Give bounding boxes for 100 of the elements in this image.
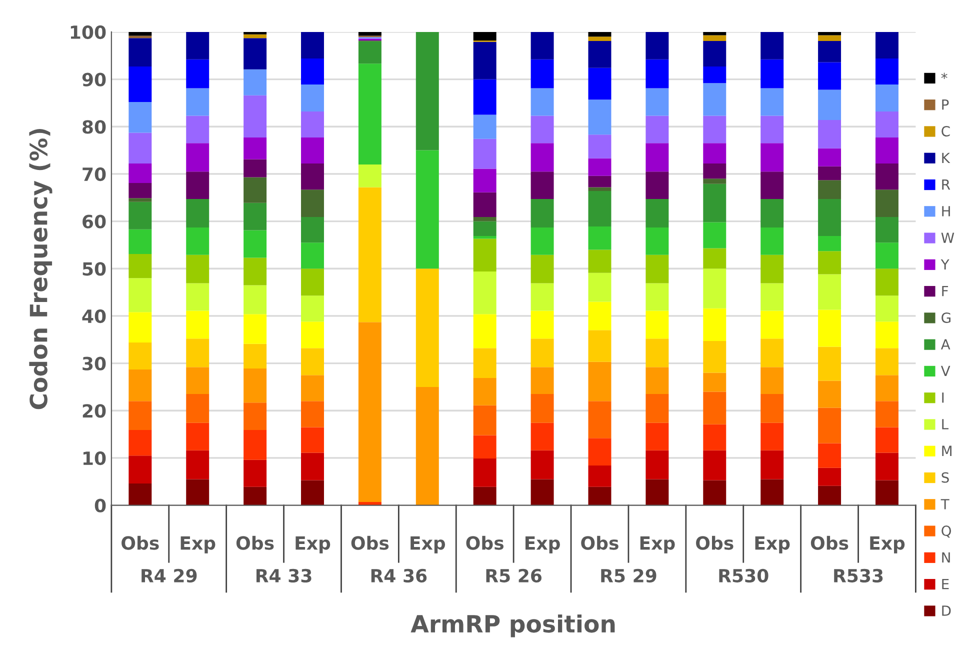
- bar: [875, 401, 898, 428]
- bar: [646, 227, 669, 255]
- bar: [703, 222, 726, 248]
- bar: [875, 190, 898, 218]
- bar: [301, 84, 324, 112]
- x-tick-label: Exp: [180, 536, 216, 554]
- bar: [473, 486, 496, 506]
- bar: [530, 59, 554, 88]
- bar: [703, 143, 726, 164]
- bar: [473, 221, 496, 236]
- bar: [875, 242, 898, 269]
- legend-label: Y: [940, 259, 950, 270]
- bar: [703, 392, 726, 424]
- bar: [760, 367, 784, 394]
- x-tick-label: Exp: [410, 536, 446, 554]
- bar: [760, 254, 784, 284]
- bar: [646, 59, 669, 88]
- bar: [703, 83, 726, 116]
- bar: [473, 378, 496, 406]
- x-tick-label: Exp: [640, 536, 675, 554]
- y-tick-label: 30: [82, 356, 106, 370]
- bar: [244, 69, 267, 96]
- y-tick-label: 0: [94, 498, 106, 512]
- bar: [760, 59, 784, 88]
- legend-label: W: [941, 232, 954, 243]
- bar: [244, 314, 267, 344]
- bar: [818, 199, 842, 236]
- bar: [128, 182, 152, 198]
- bar: [128, 312, 152, 342]
- bar: [244, 177, 267, 203]
- bar: [530, 422, 554, 450]
- bar: [186, 367, 210, 394]
- y-tick-label: 60: [82, 214, 106, 228]
- bar: [588, 438, 612, 466]
- legend-label: N: [942, 552, 950, 562]
- bar: [473, 217, 496, 222]
- bar: [301, 190, 324, 218]
- bar: [646, 116, 669, 144]
- bar: [473, 168, 496, 192]
- bar: [875, 427, 898, 453]
- bar: [301, 32, 324, 58]
- bar: [128, 369, 152, 402]
- bar: [760, 450, 784, 480]
- bar: [530, 199, 554, 228]
- legend-label: D: [942, 606, 951, 616]
- bar: [128, 102, 152, 133]
- bar: [818, 468, 842, 486]
- bar: [301, 58, 324, 84]
- x-tick-label: Exp: [870, 536, 905, 554]
- bar: [646, 254, 669, 284]
- bar: [818, 380, 842, 408]
- bar: [244, 344, 267, 368]
- bar: [244, 159, 267, 178]
- bar: [128, 38, 152, 67]
- bar: [186, 338, 210, 368]
- bar: [128, 202, 152, 230]
- bar: [244, 32, 267, 34]
- bar: [818, 310, 842, 347]
- bar: [358, 64, 382, 164]
- bar: [244, 258, 267, 286]
- bar: [875, 84, 898, 112]
- bar: [703, 66, 726, 84]
- bar: [473, 458, 496, 487]
- bar: [588, 486, 612, 506]
- bar: [875, 111, 898, 138]
- bar: [588, 36, 612, 41]
- bar: [646, 338, 669, 368]
- text: R5 26: [486, 568, 542, 582]
- bar: [473, 238, 496, 272]
- bar: [186, 227, 210, 255]
- bar: [416, 32, 439, 150]
- bar: [760, 422, 784, 450]
- bar: [818, 251, 842, 274]
- bar: [244, 38, 267, 70]
- bar: [128, 430, 152, 456]
- bar: [186, 254, 210, 284]
- bar: [530, 338, 554, 368]
- x-tick-label: Exp: [296, 536, 330, 554]
- text: R5 29: [601, 568, 656, 582]
- bar: [473, 435, 496, 458]
- bar: [818, 180, 842, 200]
- bar: [301, 296, 324, 322]
- bar: [301, 111, 324, 138]
- legend-label: I: [942, 392, 944, 403]
- x-tick-label: Obs: [696, 536, 734, 550]
- bar: [358, 41, 382, 64]
- bar: [875, 58, 898, 84]
- bar: [473, 348, 496, 378]
- bar: [818, 35, 842, 41]
- bar: [875, 375, 898, 402]
- bar: [703, 40, 726, 67]
- bar: [530, 227, 554, 255]
- bar: [416, 150, 439, 269]
- bar: [530, 310, 554, 339]
- bar: [301, 480, 324, 506]
- bar: [588, 302, 612, 330]
- legend-label: V: [940, 366, 950, 376]
- bar: [875, 217, 898, 243]
- y-tick-label: 100: [70, 25, 106, 40]
- bar: [760, 310, 784, 339]
